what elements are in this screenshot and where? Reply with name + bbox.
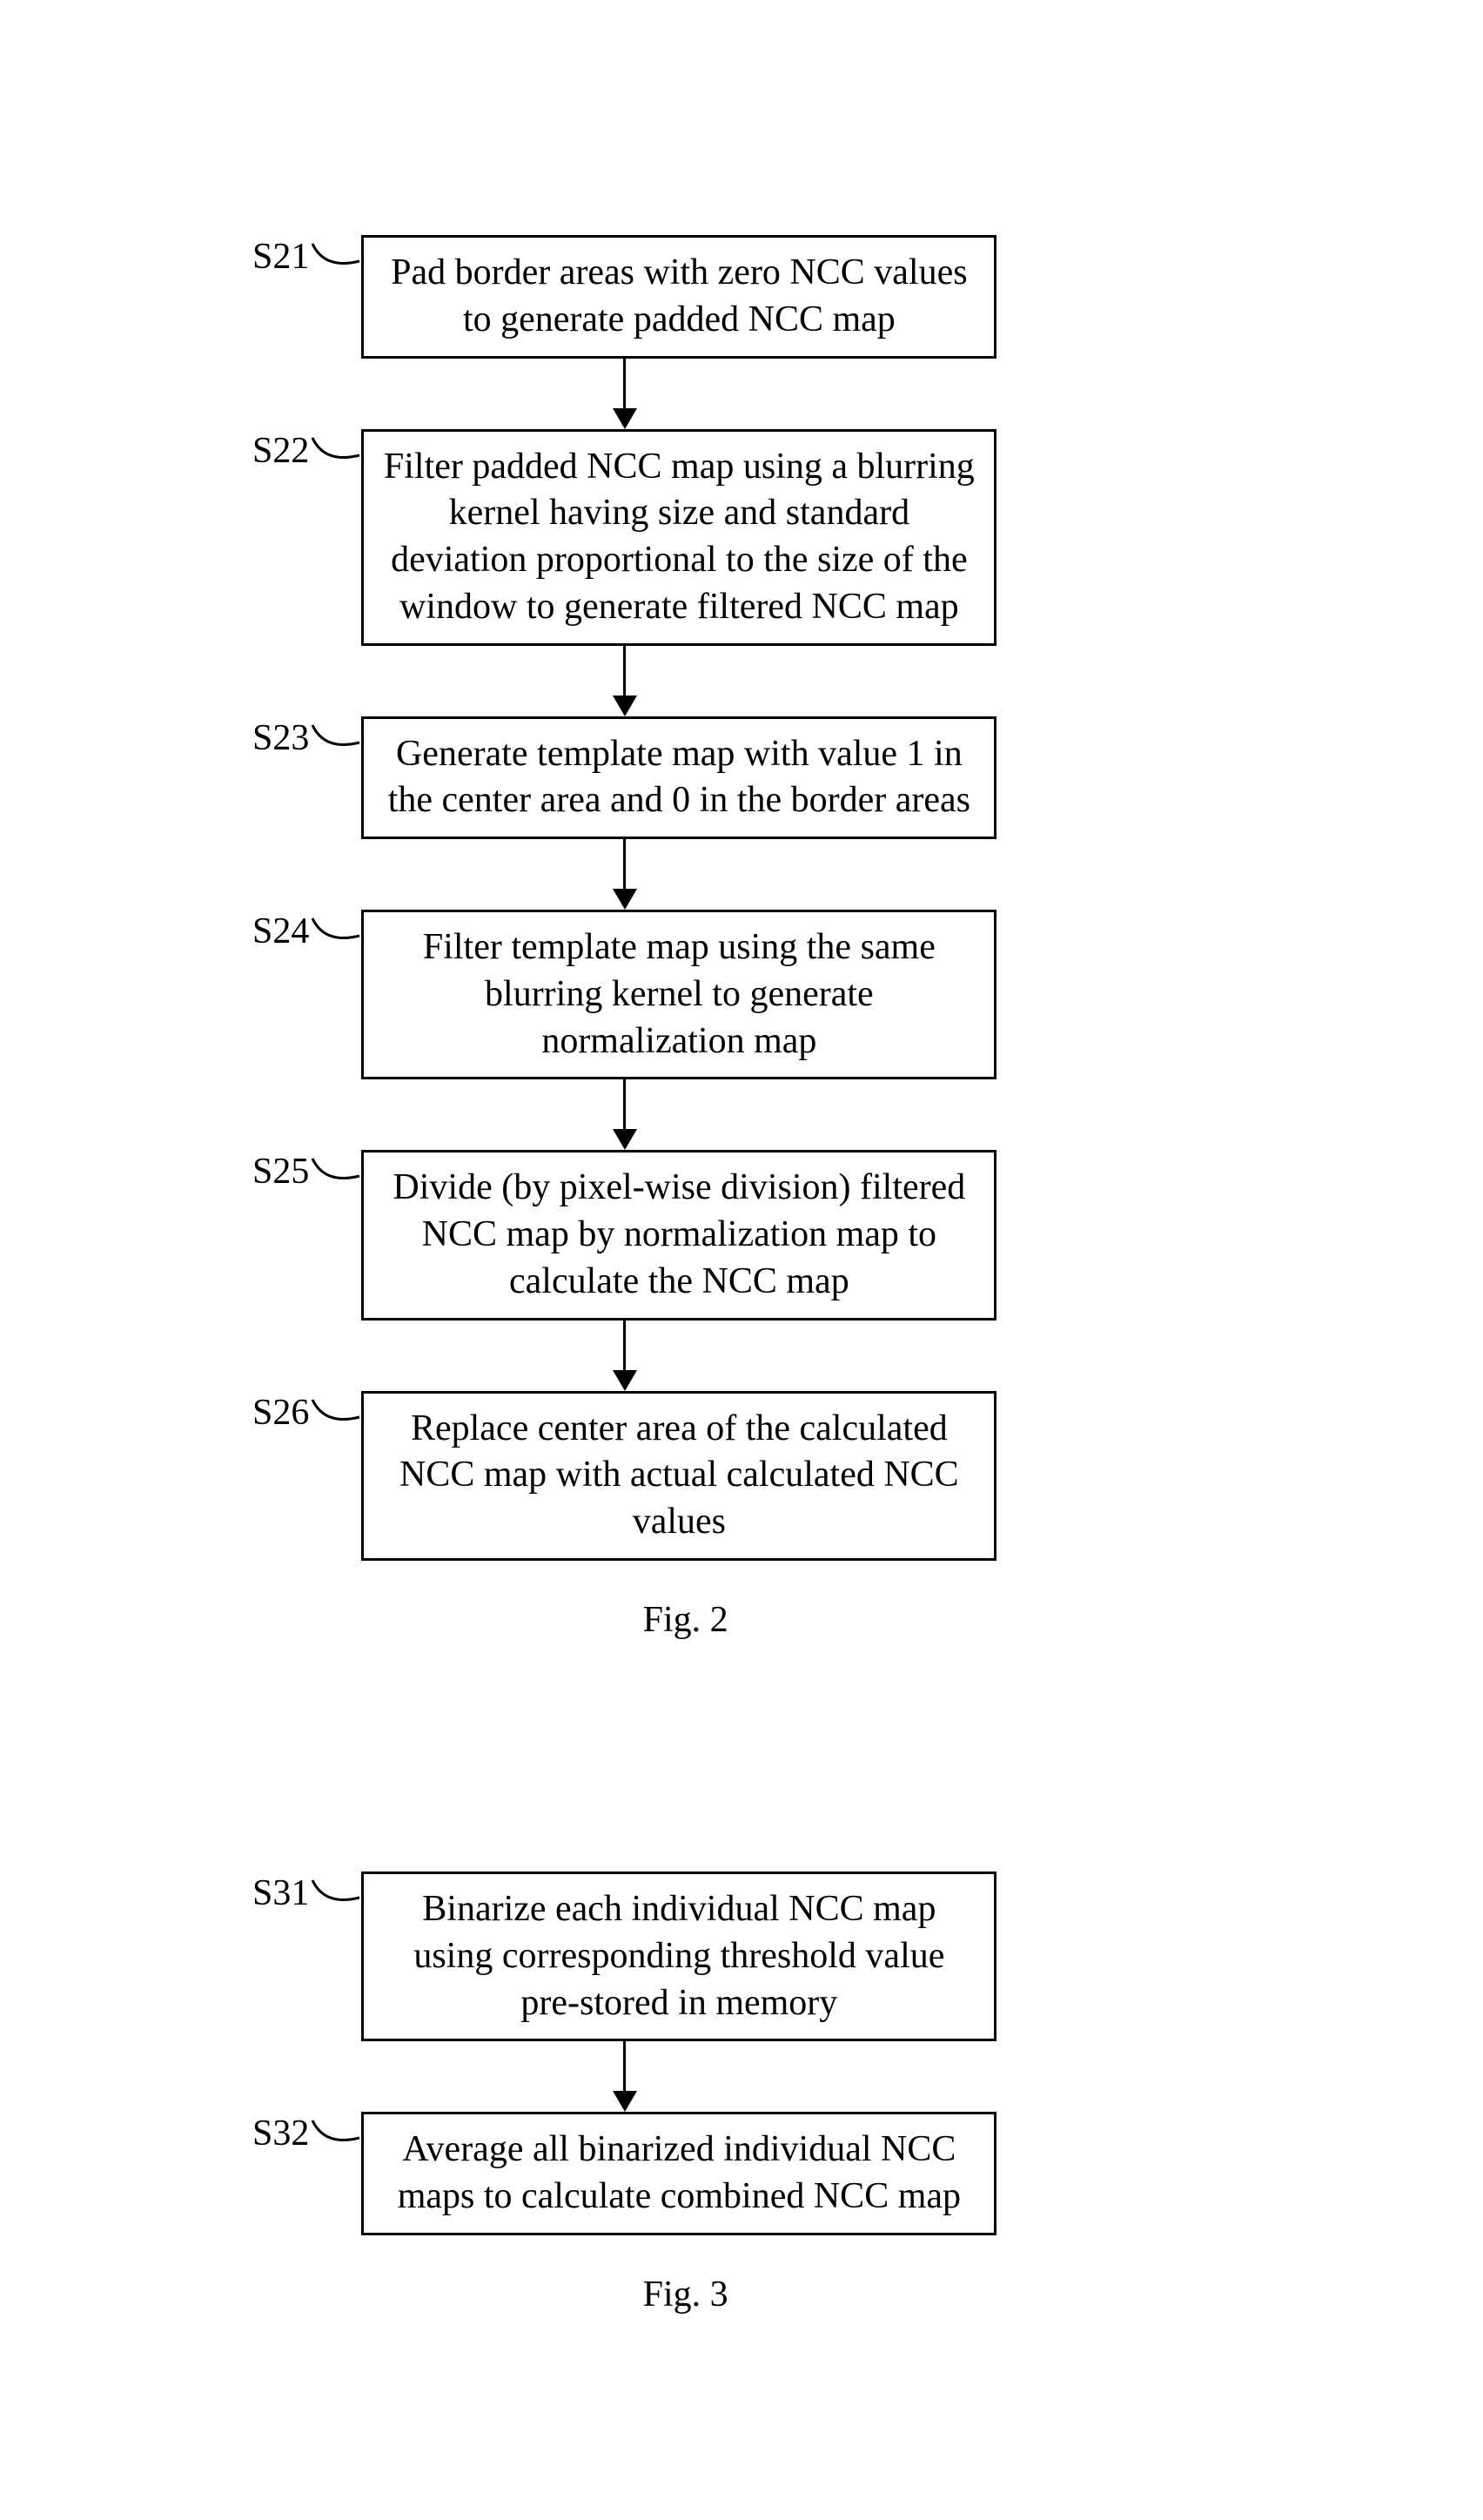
flow-box-text: Replace center area of the calculated NC… [379, 1406, 978, 1546]
hook-icon [309, 1393, 361, 1436]
label-hook [309, 2113, 361, 2157]
step-label: S21 [252, 235, 309, 279]
arrow-line [623, 646, 626, 696]
arrow-line [623, 839, 626, 890]
fig3-caption: Fig. 3 [643, 2274, 728, 2315]
arrow-head-icon [613, 889, 637, 910]
flow-arrow [613, 1320, 637, 1391]
hook-icon [309, 1152, 361, 1195]
flow-arrow [613, 359, 637, 429]
fig2-row-s24: S24 Filter template map using the same b… [252, 910, 996, 1079]
hook-icon [309, 237, 361, 280]
flow-box-text: Average all binarized individual NCC map… [379, 2127, 978, 2221]
step-label: S32 [252, 2112, 309, 2155]
fig2-caption: Fig. 2 [643, 1599, 728, 1641]
flow-box-text: Filter template map using the same blurr… [379, 924, 978, 1065]
label-hook [309, 1152, 361, 1195]
flow-box-text: Binarize each individual NCC map using c… [379, 1886, 978, 2026]
label-hook [309, 718, 361, 762]
flow-box: Divide (by pixel-wise division) filtered… [361, 1150, 996, 1320]
hook-icon [309, 2113, 361, 2157]
flow-box-text: Pad border areas with zero NCC values to… [379, 250, 978, 344]
flow-arrow [613, 1079, 637, 1150]
flow-box: Filter padded NCC map using a blurring k… [361, 429, 996, 646]
flow-box-text: Generate template map with value 1 in th… [379, 731, 978, 825]
arrow-line [623, 359, 626, 409]
flow-arrow [613, 839, 637, 910]
arrow-line [623, 1320, 626, 1371]
arrow-line [623, 1079, 626, 1130]
fig2-row-s22: S22 Filter padded NCC map using a blurri… [252, 429, 996, 646]
arrow-head-icon [613, 696, 637, 716]
label-hook [309, 431, 361, 474]
fig2-flowchart: S21 Pad border areas with zero NCC value… [252, 235, 996, 1641]
step-label: S23 [252, 716, 309, 760]
hook-icon [309, 1873, 361, 1917]
label-hook [309, 911, 361, 955]
flow-box: Filter template map using the same blurr… [361, 910, 996, 1079]
step-label: S31 [252, 1872, 309, 1915]
step-label: S24 [252, 910, 309, 953]
fig3-row-s31: S31 Binarize each individual NCC map usi… [252, 1872, 996, 2041]
page: S21 Pad border areas with zero NCC value… [0, 0, 1483, 2520]
fig3-flowchart: S31 Binarize each individual NCC map usi… [252, 1872, 996, 2315]
flow-box: Pad border areas with zero NCC values to… [361, 235, 996, 359]
hook-icon [309, 911, 361, 955]
flow-arrow [613, 2041, 637, 2112]
step-label: S25 [252, 1150, 309, 1193]
fig2-row-s21: S21 Pad border areas with zero NCC value… [252, 235, 996, 359]
arrow-head-icon [613, 1129, 637, 1150]
fig2-row-s26: S26 Replace center area of the calculate… [252, 1391, 996, 1561]
label-hook [309, 237, 361, 280]
flow-box: Generate template map with value 1 in th… [361, 716, 996, 840]
arrow-head-icon [613, 1370, 637, 1391]
flow-box-text: Divide (by pixel-wise division) filtered… [379, 1165, 978, 1305]
arrow-line [623, 2041, 626, 2092]
flow-arrow [613, 646, 637, 716]
label-hook [309, 1393, 361, 1436]
flow-box-text: Filter padded NCC map using a blurring k… [379, 444, 978, 631]
flow-box: Binarize each individual NCC map using c… [361, 1872, 996, 2041]
arrow-head-icon [613, 408, 637, 429]
fig2-row-s23: S23 Generate template map with value 1 i… [252, 716, 996, 840]
step-label: S26 [252, 1391, 309, 1435]
hook-icon [309, 431, 361, 474]
flow-box: Average all binarized individual NCC map… [361, 2112, 996, 2235]
hook-icon [309, 718, 361, 762]
fig3-row-s32: S32 Average all binarized individual NCC… [252, 2112, 996, 2235]
fig2-row-s25: S25 Divide (by pixel-wise division) filt… [252, 1150, 996, 1320]
label-hook [309, 1873, 361, 1917]
flow-box: Replace center area of the calculated NC… [361, 1391, 996, 1561]
step-label: S22 [252, 429, 309, 473]
arrow-head-icon [613, 2091, 637, 2112]
